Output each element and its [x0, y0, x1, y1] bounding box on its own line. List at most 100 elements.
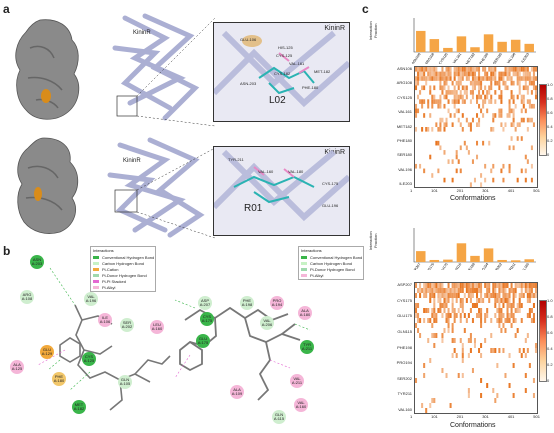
binding-inset-top: KininR GLU-106 HIS-125 CYS-125 VAL-161 M… — [213, 22, 350, 122]
heat-top-cell — [447, 108, 450, 114]
heat-bottom-cell — [473, 338, 476, 343]
heat-bottom-cell — [514, 333, 517, 338]
heat-top-cell — [423, 67, 426, 72]
heat-bottom-cell — [502, 348, 505, 353]
heat-bottom-row-label: TYR211 — [397, 391, 412, 397]
right-residue: TYR A:211 — [300, 340, 314, 354]
heat-bottom-cell — [473, 283, 476, 288]
bar-bottom-bar — [483, 248, 494, 262]
heat-bottom-cell — [467, 353, 470, 358]
heat-top-cell — [524, 168, 527, 174]
heat-top-cell — [508, 163, 511, 169]
heat-top-cell — [435, 122, 438, 127]
heat-bottom-cell — [506, 308, 509, 313]
heat-bottom-cell — [453, 313, 456, 318]
heat-bottom-cell — [449, 288, 452, 293]
heat-bottom-cell — [471, 288, 474, 293]
bar-bottom-bar — [497, 259, 507, 262]
heat-top-cell — [520, 76, 523, 81]
legend-label: Conventional Hydrogen Bond — [102, 254, 155, 260]
heat-top-cell — [443, 80, 446, 86]
heat-bottom-cell — [457, 293, 460, 298]
heat-top-cell — [508, 76, 511, 81]
heat-top-cell — [459, 90, 462, 95]
heat-top-cell — [518, 122, 521, 127]
heat-bottom-cell — [429, 283, 432, 288]
heat-top-cell — [486, 76, 489, 81]
heat-top-cell — [471, 85, 474, 91]
heat-bottom-cell — [471, 283, 474, 288]
heat-bottom-cell — [423, 293, 426, 298]
heat-top-cell — [528, 103, 531, 109]
panel-c-letter: c — [362, 2, 369, 16]
legend-label: Pi-Donor Hydrogen Bond — [102, 272, 147, 278]
heat-bottom-cell — [421, 403, 424, 408]
bar-top-ylabel: Interaction Fraction — [368, 21, 378, 41]
heat-top-cell — [451, 90, 454, 95]
heat-bottom-cell — [496, 283, 499, 288]
heat-bottom-cell — [478, 348, 481, 353]
legend-left-item: Pi-Donor Hydrogen Bond — [91, 272, 155, 278]
heat-bottom-cell — [449, 293, 452, 298]
heat-top-cell — [526, 117, 529, 123]
bar-bottom-tick-label: ASP207 — [411, 262, 422, 270]
heat-top-cell — [463, 71, 466, 77]
heat-bottom-cell — [502, 283, 505, 288]
heat-top-cell — [510, 122, 513, 127]
heat-bottom-cell — [478, 283, 481, 288]
heat-bottom-cell — [496, 393, 499, 398]
heat-top-cell — [528, 76, 531, 81]
res-top-5: CYS-182 — [274, 71, 291, 76]
heat-bottom-cell — [429, 318, 432, 323]
heat-bottom-cell — [415, 378, 418, 383]
heat-bottom-cell — [522, 293, 525, 298]
heat-top-cell — [441, 85, 444, 91]
heat-top-cell — [528, 80, 531, 86]
heat-bottom-cell — [447, 298, 450, 303]
heat-top-cell — [512, 117, 515, 123]
heat-bottom-cell — [508, 353, 511, 358]
heat-top-cell — [455, 150, 458, 155]
heat-top-cell — [496, 80, 499, 86]
heat-top-cell — [502, 177, 505, 183]
heat-bottom-cell — [467, 338, 470, 343]
heat-top-cell — [461, 67, 464, 72]
heat-bottom-cell — [429, 358, 432, 363]
heat-top-cell — [415, 103, 418, 109]
heat-bottom-cell — [423, 288, 426, 293]
protein-surface-bottom — [17, 137, 79, 234]
bar-bottom-ylabel: Interaction Fraction — [368, 231, 378, 251]
heat-bottom-row-label: CYS175 — [397, 297, 412, 303]
heat-top-cell — [433, 67, 436, 72]
heat-bottom-cell — [512, 393, 515, 398]
left-residue: SER A:202 — [120, 318, 134, 332]
bar-top-bar — [470, 47, 480, 52]
heat-top-cell — [471, 80, 474, 86]
heat-top-cell — [476, 140, 479, 146]
legend-label: Carbon Hydrogen Bond — [310, 260, 353, 266]
heat-top-cell — [471, 90, 474, 95]
heat-top-cell — [441, 67, 444, 72]
heat-top-cell — [530, 177, 533, 183]
heat-bottom-cell — [496, 293, 499, 298]
heat-bottom-cell — [459, 303, 462, 308]
heat-top-cell — [443, 94, 446, 100]
heat-bottom-cell — [490, 333, 493, 338]
heat-top-cell — [492, 76, 495, 81]
heat-top-xtick: 201 — [456, 188, 464, 193]
heat-top-cell — [415, 85, 418, 91]
heat-bottom-cell — [443, 288, 446, 293]
heat-top-cell — [522, 99, 525, 104]
heat-top-cell — [435, 71, 438, 77]
heat-bottom-cell — [461, 343, 464, 348]
legend-right-item: Conventional Hydrogen Bond — [299, 254, 363, 260]
heat-bottom-cell — [510, 283, 513, 288]
heat-top-cell — [512, 145, 515, 151]
heat-bottom-cell — [447, 313, 450, 318]
heat-bottom-cell — [512, 298, 515, 303]
heat-top-cell — [457, 99, 460, 104]
heat-top-cell — [473, 71, 476, 77]
heat-top-cell — [443, 85, 446, 91]
heat-top-cell — [488, 140, 491, 146]
heat-top-cell — [431, 67, 434, 72]
